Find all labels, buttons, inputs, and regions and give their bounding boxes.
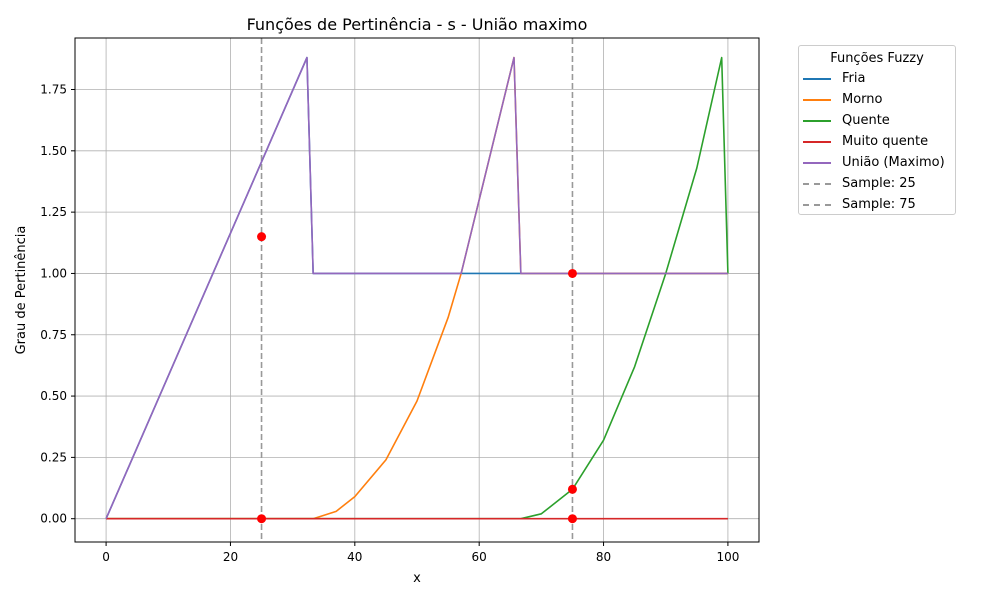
legend-label: Sample: 25 <box>842 176 916 191</box>
legend-entry: União (Maximo) <box>799 152 955 173</box>
sample-point <box>567 514 577 524</box>
legend-items: Fria Morno Quente Muito quente União (Maximo… <box>799 68 955 215</box>
legend-swatch <box>803 183 831 185</box>
series-line-quente <box>106 56 729 520</box>
plot-frame <box>74 37 760 543</box>
legend-entry: Quente <box>799 110 955 131</box>
legend-label: Sample: 75 <box>842 197 916 212</box>
y-tick-label: 0.25 <box>40 450 67 464</box>
x-tick-label: 0 <box>102 550 110 564</box>
legend-entry: Sample: 75 <box>799 194 955 215</box>
legend-entry: Muito quente <box>799 131 955 152</box>
legend-label: Morno <box>842 92 883 107</box>
legend-swatch <box>803 204 831 206</box>
sample-point <box>567 484 577 494</box>
legend-swatch <box>803 120 831 122</box>
y-tick-label: 1.25 <box>40 205 67 219</box>
legend-entry: Sample: 25 <box>799 173 955 194</box>
series-lines <box>105 56 729 520</box>
y-tick-label: 0.75 <box>40 328 67 342</box>
sample-point <box>567 268 577 278</box>
y-tick-label: 1.75 <box>40 83 67 97</box>
x-tick-label: 60 <box>472 550 487 564</box>
sample-lines <box>260 38 574 542</box>
sample-point <box>257 232 267 242</box>
y-axis-label: Grau de Pertinência <box>14 226 29 355</box>
y-axis-ticks: 0.00 0.25 0.50 0.75 1.00 1.25 1.50 1.75 <box>40 83 75 526</box>
legend-label: Muito quente <box>842 134 929 149</box>
legend-entry: Morno <box>799 89 955 110</box>
y-tick-label: 0.50 <box>40 389 67 403</box>
x-tick-label: 100 <box>716 550 739 564</box>
sample-point <box>257 514 267 524</box>
legend-swatch <box>803 78 831 80</box>
chart-title: Funções de Pertinência - s - União maxim… <box>247 15 588 34</box>
sample-points <box>257 232 577 524</box>
y-tick-label: 0.00 <box>40 512 67 526</box>
x-axis-ticks: 0 20 40 60 80 100 <box>102 542 739 564</box>
series-line-uni-o-maximo <box>105 56 728 520</box>
x-tick-label: 80 <box>596 550 611 564</box>
legend-swatch <box>803 162 831 164</box>
legend-entry: Fria <box>799 68 955 89</box>
x-axis-label: x <box>413 571 421 586</box>
y-tick-label: 1.50 <box>40 144 67 158</box>
legend-label: União (Maximo) <box>842 155 945 170</box>
x-tick-label: 20 <box>223 550 238 564</box>
legend-swatch <box>803 99 831 101</box>
legend-swatch <box>803 141 831 143</box>
x-tick-label: 40 <box>347 550 362 564</box>
legend-title: Funções Fuzzy <box>830 51 924 66</box>
y-tick-label: 1.00 <box>40 266 67 280</box>
legend-label: Fria <box>842 71 866 86</box>
legend: Funções Fuzzy Fria Morno Quente Muito quent… <box>798 45 956 215</box>
legend-label: Quente <box>842 113 890 128</box>
